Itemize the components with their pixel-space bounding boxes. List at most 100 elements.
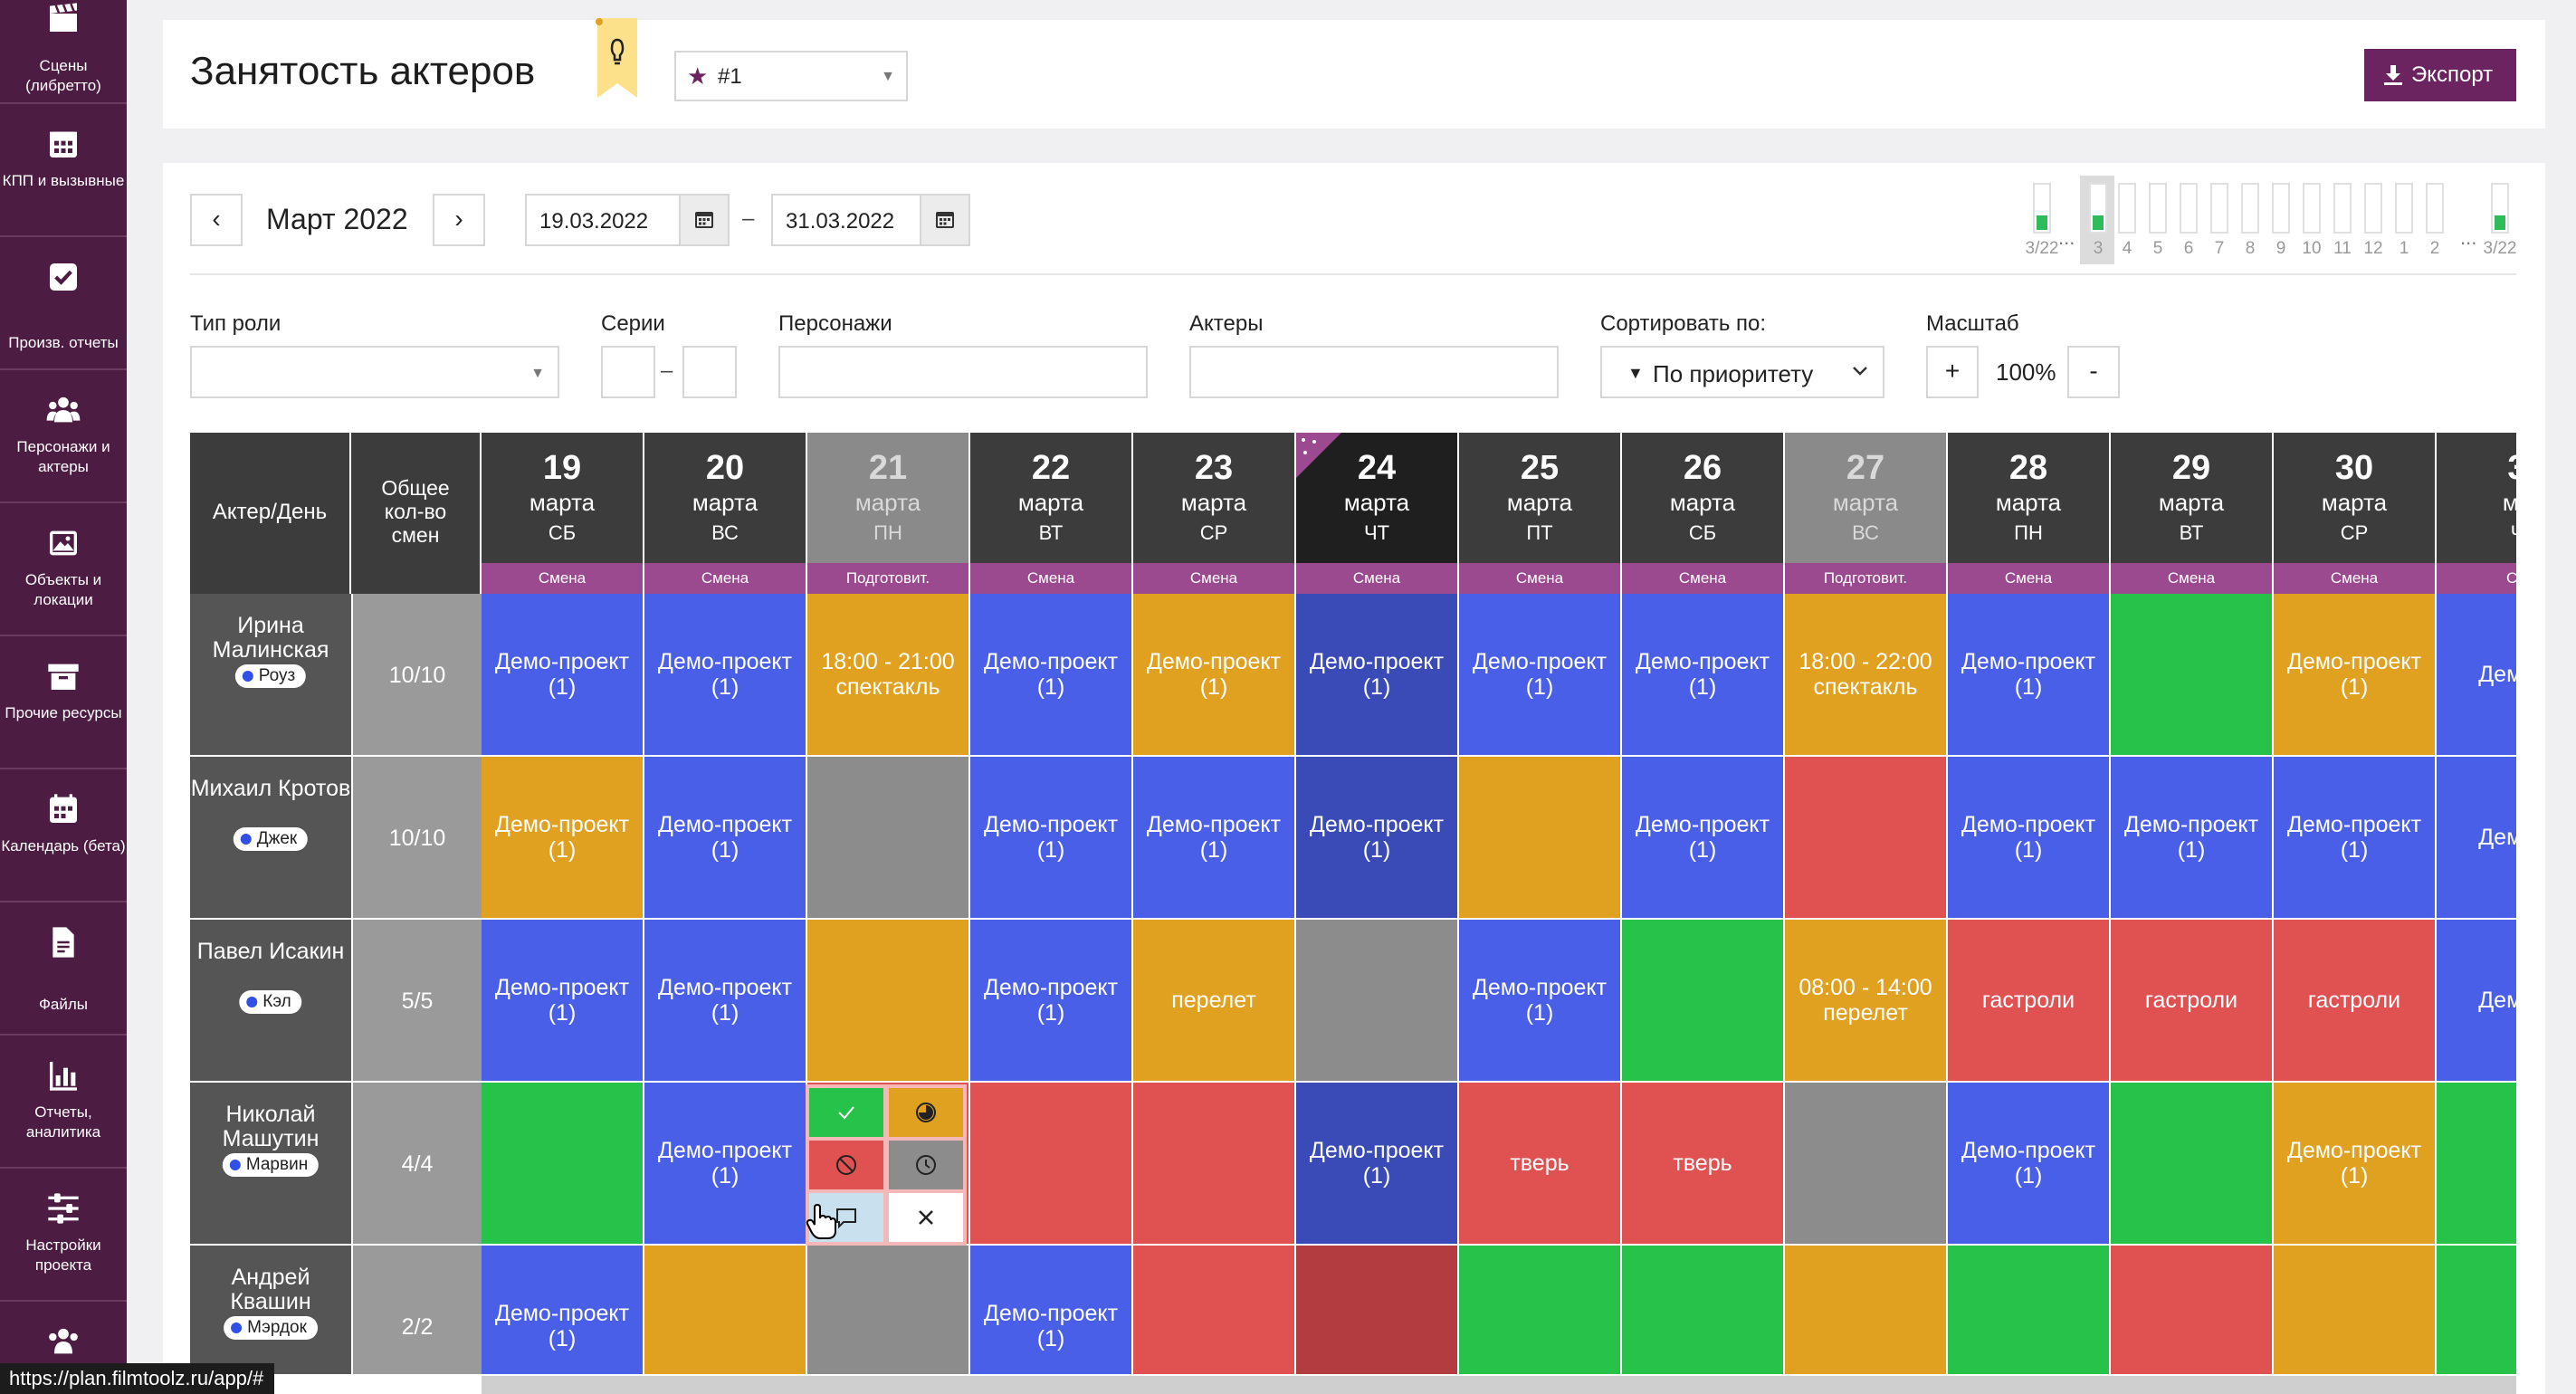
schedule-cell[interactable]: Демо-проект (1) — [1296, 1083, 1459, 1246]
schedule-cell[interactable]: Демо-проект (1) — [1459, 920, 1622, 1083]
sidebar-item-analytics[interactable]: Отчеты, аналитика — [0, 1037, 127, 1169]
schedule-cell[interactable]: Демо-проект (1) — [644, 594, 807, 757]
schedule-cell[interactable]: Демо-проект (1) — [2274, 1083, 2437, 1246]
sidebar-item-files[interactable]: Файлы — [0, 904, 127, 1036]
schedule-cell[interactable]: Демо-проект (1) — [1948, 757, 2111, 920]
schedule-cell[interactable]: Демо-проект (1) — [970, 1246, 1133, 1374]
schedule-cell[interactable] — [970, 1083, 1133, 1246]
zoom-out-button[interactable]: - — [2067, 346, 2120, 398]
schedule-cell[interactable] — [2437, 1246, 2516, 1374]
schedule-cell[interactable]: Демо-проект (1) — [644, 757, 807, 920]
schedule-cell[interactable] — [807, 920, 970, 1083]
sidebar-item-kpp[interactable]: КПП и вызывные — [0, 106, 127, 237]
schedule-cell[interactable] — [2274, 1246, 2437, 1374]
timeline-bar[interactable] — [2241, 183, 2259, 234]
timeline-bar[interactable] — [2210, 183, 2228, 234]
sidebar-item-characters[interactable]: Персонажи и актеры — [0, 372, 127, 503]
timeline-bar[interactable] — [2426, 183, 2444, 234]
schedule-cell[interactable] — [2111, 1083, 2274, 1246]
schedule-cell[interactable]: Демо- ( — [2437, 594, 2516, 757]
schedule-cell[interactable] — [482, 1083, 644, 1246]
sidebar-item-more[interactable] — [0, 1303, 127, 1394]
calendar-picker-icon[interactable] — [920, 196, 968, 244]
timeline-bar[interactable] — [2272, 183, 2290, 234]
schedule-cell[interactable]: Демо-проект (1) — [2274, 757, 2437, 920]
schedule-cell[interactable] — [1133, 1246, 1296, 1374]
schedule-cell[interactable] — [2111, 1246, 2274, 1374]
schedule-cell[interactable] — [2437, 1083, 2516, 1246]
timeline-bar[interactable] — [2149, 183, 2167, 234]
pending-button[interactable] — [889, 1141, 963, 1189]
sidebar-item-scenes[interactable]: Сцены (либретто) — [0, 0, 127, 104]
schedule-cell[interactable]: Демо-проект (1) — [970, 757, 1133, 920]
timeline-bar[interactable] — [2033, 183, 2051, 234]
schedule-cell[interactable]: перелет — [1133, 920, 1296, 1083]
schedule-cell[interactable]: Демо-проект (1) — [970, 594, 1133, 757]
schedule-cell[interactable]: тверь — [1459, 1083, 1622, 1246]
clear-button[interactable] — [889, 1193, 963, 1242]
schedule-cell[interactable]: Демо-проект (1) — [2111, 757, 2274, 920]
schedule-cell[interactable]: Демо-проект (1) — [2274, 594, 2437, 757]
preset-select[interactable]: ★ #1 ▼ — [674, 51, 908, 101]
export-button[interactable]: Экспорт — [2364, 49, 2516, 101]
schedule-cell[interactable] — [1622, 920, 1785, 1083]
schedule-cell[interactable] — [1785, 1246, 1948, 1374]
schedule-cell[interactable] — [1785, 1083, 1948, 1246]
day-header[interactable]: 28 марта ПН — [1948, 433, 2111, 563]
actor-header[interactable]: Михаил Кротов Джек — [190, 757, 351, 920]
day-header[interactable]: 21 марта ПН — [807, 433, 970, 563]
sort-select[interactable]: ▼ По приоритету — [1600, 346, 1884, 398]
day-header[interactable]: 26 марта СБ — [1622, 433, 1785, 563]
prev-month-button[interactable]: ‹ — [190, 194, 243, 246]
schedule-cell[interactable] — [1459, 1246, 1622, 1374]
busy-button[interactable] — [809, 1141, 883, 1189]
schedule-cell[interactable]: Демо-проект (1) — [482, 920, 644, 1083]
schedule-cell[interactable]: Демо-проект (1) — [644, 1083, 807, 1246]
schedule-cell[interactable]: гастроли — [1948, 920, 2111, 1083]
sidebar-item-reports[interactable]: Произв. отчеты — [0, 239, 127, 370]
actor-header[interactable]: Павел Исакин Кэл — [190, 920, 351, 1083]
partial-button[interactable] — [889, 1088, 963, 1137]
day-header[interactable]: 29 марта ВТ — [2111, 433, 2274, 563]
actor-header[interactable]: Ирина Малинская Роуз — [190, 594, 351, 757]
schedule-cell[interactable]: Демо-проект (1) — [1622, 594, 1785, 757]
schedule-cell[interactable] — [1622, 1246, 1785, 1374]
zoom-in-button[interactable]: + — [1926, 346, 1979, 398]
schedule-cell[interactable]: 08:00 - 14:00 перелет — [1785, 920, 1948, 1083]
schedule-cell[interactable] — [1133, 1083, 1296, 1246]
schedule-cell[interactable]: Демо-проект (1) — [644, 920, 807, 1083]
horizontal-scrollbar[interactable] — [482, 1376, 2516, 1394]
schedule-cell[interactable] — [1459, 757, 1622, 920]
schedule-cell[interactable] — [644, 1246, 807, 1374]
schedule-cell[interactable]: Демо-проект (1) — [1133, 757, 1296, 920]
day-header[interactable]: 19 марта СБ — [482, 433, 644, 563]
timeline-bar[interactable] — [2089, 183, 2107, 234]
schedule-cell[interactable] — [807, 1246, 970, 1374]
day-header[interactable]: 27 марта ВС — [1785, 433, 1948, 563]
role-type-select[interactable]: ▼ — [190, 346, 559, 398]
next-month-button[interactable]: › — [433, 194, 485, 246]
schedule-cell[interactable]: Демо- ( — [2437, 920, 2516, 1083]
day-header[interactable]: 30 марта СР — [2274, 433, 2437, 563]
schedule-cell[interactable]: Демо-проект (1) — [1296, 757, 1459, 920]
schedule-cell[interactable]: гастроли — [2111, 920, 2274, 1083]
schedule-cell[interactable]: Демо- ( — [2437, 757, 2516, 920]
series-from-input[interactable] — [601, 346, 655, 398]
confirm-button[interactable] — [809, 1088, 883, 1137]
day-header[interactable]: 23 марта СР — [1133, 433, 1296, 563]
schedule-cell[interactable] — [807, 757, 970, 920]
schedule-cell[interactable]: Демо-проект (1) — [1296, 594, 1459, 757]
actors-input[interactable] — [1189, 346, 1559, 398]
day-header[interactable]: 22 марта ВТ — [970, 433, 1133, 563]
timeline-bar[interactable] — [2333, 183, 2352, 234]
timeline-bar[interactable] — [2364, 183, 2382, 234]
day-header[interactable]: 25 марта ПТ — [1459, 433, 1622, 563]
schedule-cell[interactable]: Демо-проект (1) — [1133, 594, 1296, 757]
sidebar-item-locations[interactable]: Объекты и локации — [0, 505, 127, 636]
schedule-cell[interactable]: Демо-проект (1) — [970, 920, 1133, 1083]
schedule-cell[interactable]: Демо-проект (1) — [482, 757, 644, 920]
schedule-cell[interactable] — [2111, 594, 2274, 757]
sidebar-item-resources[interactable]: Прочие ресурсы — [0, 638, 127, 769]
sidebar-item-settings[interactable]: Настройки проекта — [0, 1170, 127, 1302]
timeline-bar[interactable] — [2303, 183, 2321, 234]
